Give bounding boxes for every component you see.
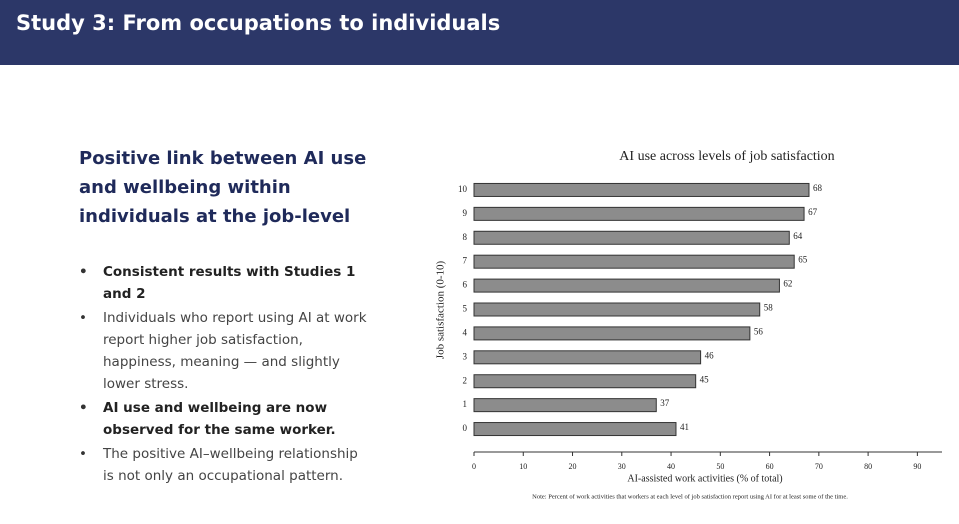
x-tick-label: 30 — [618, 462, 626, 471]
data-label: 41 — [680, 422, 689, 432]
data-label: 64 — [793, 231, 803, 241]
data-label: 37 — [660, 398, 670, 408]
data-label: 56 — [754, 326, 764, 336]
y-tick-label: 1 — [463, 399, 468, 409]
y-tick-label: 2 — [463, 375, 468, 385]
data-label: 58 — [764, 303, 774, 313]
x-tick-label: 10 — [519, 462, 527, 471]
chart-note: Note: Percent of work activities that wo… — [532, 493, 848, 500]
bullet: Consistent results with Studies 1 and 2 — [79, 261, 369, 305]
x-tick-label: 40 — [667, 462, 675, 471]
x-tick-label: 0 — [472, 462, 476, 471]
data-label: 46 — [705, 350, 715, 360]
y-tick-label: 0 — [463, 423, 468, 433]
bar — [473, 374, 697, 389]
slide-title: Study 3: From occupations to individuals — [16, 11, 501, 35]
x-axis-label: AI-assisted work activities (% of total) — [627, 473, 782, 484]
bar — [473, 350, 702, 365]
bar — [473, 254, 795, 269]
x-tick-label: 20 — [569, 462, 577, 471]
data-label: 62 — [783, 279, 792, 289]
data-label: 45 — [700, 374, 710, 384]
data-label: 67 — [808, 207, 818, 217]
bar — [473, 230, 790, 245]
x-tick-label: 60 — [766, 462, 774, 471]
x-tick-label: 50 — [716, 462, 724, 471]
bar — [473, 182, 810, 197]
y-tick-label: 8 — [463, 232, 468, 242]
bar — [473, 398, 657, 413]
y-tick-label: 5 — [463, 304, 468, 314]
y-tick-label: 3 — [463, 351, 468, 361]
bar — [473, 302, 761, 317]
y-tick-label: 9 — [463, 208, 468, 218]
data-label: 68 — [813, 183, 823, 193]
x-tick-label: 80 — [864, 462, 872, 471]
bar — [473, 326, 751, 341]
heading: Positive link between AI use and wellbei… — [79, 148, 367, 227]
bullet: AI use and wellbeing are now observed fo… — [79, 397, 369, 441]
bar — [473, 422, 677, 437]
bullet-list: Consistent results with Studies 1 and 2I… — [79, 261, 369, 489]
y-tick-label: 6 — [463, 280, 468, 290]
y-tick-label: 10 — [458, 184, 468, 194]
y-tick-label: 7 — [463, 256, 468, 266]
y-axis-label: Job satisfaction (0-10) — [435, 260, 447, 359]
x-tick-label: 90 — [913, 462, 921, 471]
bar — [473, 278, 780, 293]
x-tick-label: 70 — [815, 462, 823, 471]
bar — [473, 206, 805, 221]
header: Study 3: From occupations to individuals — [0, 0, 959, 65]
bullet: The positive AI–wellbeing relationship i… — [79, 443, 369, 487]
data-label: 65 — [798, 255, 808, 265]
chart-title: AI use across levels of job satisfaction — [619, 149, 834, 164]
y-tick-label: 4 — [463, 327, 468, 337]
bullet: Individuals who report using AI at work … — [79, 307, 369, 395]
